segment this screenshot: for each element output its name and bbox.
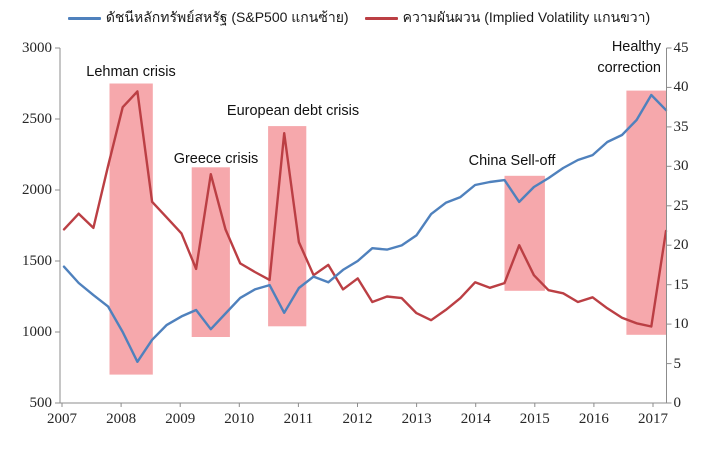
right-axis-label: 15 xyxy=(673,276,689,293)
annotation-healthy: Healthy correction xyxy=(597,39,661,76)
sp500-line xyxy=(62,93,668,363)
annotation-european: European debt crisis xyxy=(226,103,360,119)
right-axis-label: 5 xyxy=(673,355,682,372)
crisis-band xyxy=(626,90,666,335)
left-axis-label: 2000 xyxy=(22,182,52,198)
x-axis-label: 2015 xyxy=(519,411,550,427)
annotation-china: China Sell-off xyxy=(468,153,556,169)
annotation-lehman: Lehman crisis xyxy=(86,64,176,80)
right-axis-label: 30 xyxy=(673,158,689,175)
x-axis-label: 2007 xyxy=(47,411,77,427)
left-axis-label: 2500 xyxy=(22,111,52,127)
right-axis-label: 20 xyxy=(673,237,689,254)
left-axis-label: 1000 xyxy=(22,324,52,340)
left-axis-label: 1500 xyxy=(22,253,52,269)
legend-item-volatility: ความผันผวน (Implied Volatility แกนขวา) xyxy=(364,7,651,29)
x-axis-label: 2010 xyxy=(224,411,255,427)
x-axis-label: 2017 xyxy=(638,411,668,427)
x-axis-label: 2016 xyxy=(578,411,609,427)
left-axis-label: 3000 xyxy=(22,40,52,56)
crisis-band xyxy=(109,83,153,375)
annotation-greece: Greece crisis xyxy=(173,151,259,167)
legend-item-sp500: ดัชนีหลักทรัพย์สหรัฐ (S&P500 แกนซ้าย) xyxy=(67,7,349,29)
legend: ดัชนีหลักทรัพย์สหรัฐ (S&P500 แกนซ้าย) คว… xyxy=(0,7,718,29)
x-axis-label: 2008 xyxy=(106,411,137,427)
right-axis-label: 10 xyxy=(673,316,689,333)
x-axis-label: 2011 xyxy=(283,411,314,427)
right-axis-label: 25 xyxy=(673,197,689,214)
x-axis-label: 2013 xyxy=(401,411,432,427)
right-axis-label: 45 xyxy=(673,40,689,56)
x-axis-label: 2014 xyxy=(460,411,491,427)
volatility-legend-label: ความผันผวน (Implied Volatility แกนขวา) xyxy=(402,9,651,25)
right-axis-label: 35 xyxy=(673,118,689,135)
right-axis-label: 40 xyxy=(673,79,689,96)
x-axis-label: 2009 xyxy=(165,411,196,427)
volatility-line xyxy=(62,90,668,328)
x-axis-label: 2012 xyxy=(342,411,373,427)
sp500-legend-line xyxy=(67,16,101,20)
volatility-legend-line xyxy=(364,16,398,20)
crisis-band xyxy=(504,175,545,291)
sp500-legend-label: ดัชนีหลักทรัพย์สหรัฐ (S&P500 แกนซ้าย) xyxy=(105,9,349,25)
left-axis-label: 500 xyxy=(29,395,53,411)
right-axis-label: 0 xyxy=(673,395,682,411)
